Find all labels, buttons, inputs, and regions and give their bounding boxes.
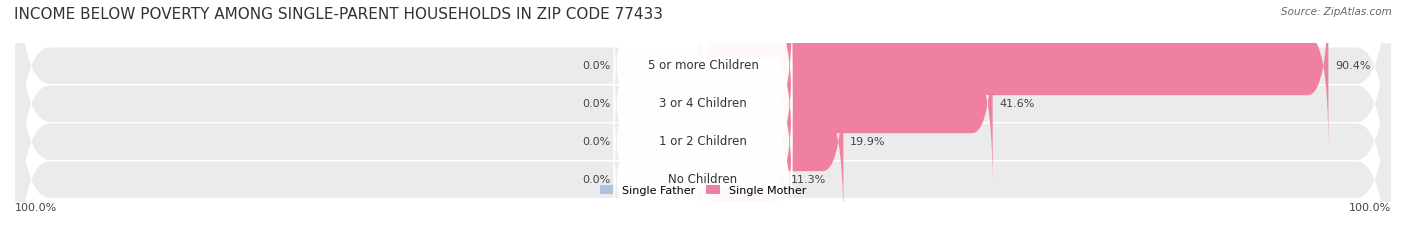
Text: Source: ZipAtlas.com: Source: ZipAtlas.com — [1281, 7, 1392, 17]
Text: 0.0%: 0.0% — [582, 137, 610, 147]
Text: 100.0%: 100.0% — [1348, 203, 1391, 213]
FancyBboxPatch shape — [613, 36, 793, 171]
Text: 41.6%: 41.6% — [1000, 99, 1035, 109]
FancyBboxPatch shape — [15, 0, 1391, 233]
Text: 0.0%: 0.0% — [582, 99, 610, 109]
FancyBboxPatch shape — [613, 112, 793, 233]
FancyBboxPatch shape — [700, 57, 844, 226]
FancyBboxPatch shape — [700, 95, 785, 233]
Text: 1 or 2 Children: 1 or 2 Children — [659, 135, 747, 148]
Text: No Children: No Children — [668, 173, 738, 186]
FancyBboxPatch shape — [700, 19, 993, 188]
Text: 0.0%: 0.0% — [582, 175, 610, 185]
FancyBboxPatch shape — [613, 74, 793, 209]
Text: 5 or more Children: 5 or more Children — [648, 59, 758, 72]
Text: 100.0%: 100.0% — [15, 203, 58, 213]
Legend: Single Father, Single Mother: Single Father, Single Mother — [596, 181, 810, 200]
FancyBboxPatch shape — [15, 0, 1391, 233]
FancyBboxPatch shape — [15, 0, 1391, 233]
Text: 11.3%: 11.3% — [792, 175, 827, 185]
Text: 19.9%: 19.9% — [851, 137, 886, 147]
Text: 0.0%: 0.0% — [582, 61, 610, 71]
Text: 3 or 4 Children: 3 or 4 Children — [659, 97, 747, 110]
Text: 90.4%: 90.4% — [1336, 61, 1371, 71]
FancyBboxPatch shape — [700, 0, 1329, 150]
FancyBboxPatch shape — [15, 8, 1391, 233]
FancyBboxPatch shape — [613, 0, 793, 133]
Text: INCOME BELOW POVERTY AMONG SINGLE-PARENT HOUSEHOLDS IN ZIP CODE 77433: INCOME BELOW POVERTY AMONG SINGLE-PARENT… — [14, 7, 664, 22]
